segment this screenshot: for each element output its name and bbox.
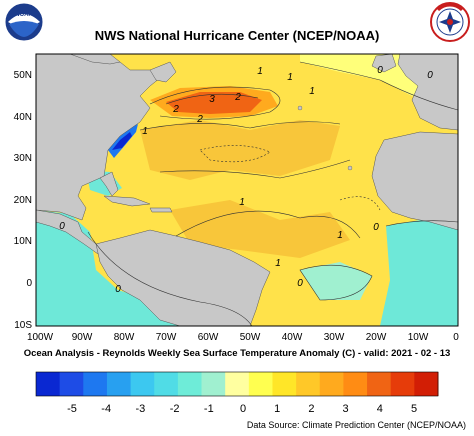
contour-label: 0 bbox=[373, 222, 379, 233]
contour-label: 1 bbox=[275, 258, 281, 269]
labrador-coast bbox=[69, 54, 121, 65]
lat-label: 10S bbox=[14, 320, 32, 331]
cuba bbox=[103, 195, 151, 207]
central-negative-patch bbox=[300, 262, 372, 300]
lon-label: 50W bbox=[240, 332, 261, 343]
lon-label: 0 bbox=[453, 332, 459, 343]
lat-label: 0 bbox=[26, 278, 32, 289]
contour-label: 0 bbox=[115, 284, 121, 295]
lon-label: 20W bbox=[366, 332, 387, 343]
contour-label: 3 bbox=[209, 94, 215, 105]
contour-label: 0 bbox=[427, 70, 433, 81]
contour-label: 0 bbox=[297, 278, 303, 289]
europe-landmass bbox=[397, 54, 458, 131]
south-america-landmass bbox=[95, 229, 271, 326]
florida bbox=[99, 171, 119, 197]
contour-label: 1 bbox=[337, 230, 343, 241]
lon-label: 40W bbox=[282, 332, 303, 343]
contour-label: 2 bbox=[234, 92, 241, 103]
contour-label: 0 bbox=[377, 65, 383, 76]
noaa-logo-text: NOAA bbox=[15, 12, 33, 18]
contour-label: 2 bbox=[172, 104, 179, 115]
lat-label: 30N bbox=[14, 153, 32, 164]
lon-label: 70W bbox=[156, 332, 177, 343]
chart-title: NWS National Hurricane Center (NCEP/NOAA… bbox=[94, 28, 380, 43]
contour-label: 1 bbox=[239, 197, 245, 208]
lat-label: 10N bbox=[14, 236, 32, 247]
central-warm-region bbox=[140, 120, 340, 180]
contour-label: 1 bbox=[309, 86, 315, 97]
north-america-landmass bbox=[36, 54, 161, 221]
lon-label: 100W bbox=[27, 332, 54, 343]
map-frame bbox=[35, 53, 459, 327]
contour-label: 0 bbox=[59, 221, 65, 232]
newfoundland bbox=[149, 61, 177, 83]
data-source-note: Data Source: Climate Prediction Center (… bbox=[246, 420, 466, 430]
africa-landmass bbox=[371, 131, 458, 231]
contour-label: 2 bbox=[196, 114, 203, 125]
contour-label: 1 bbox=[257, 66, 263, 77]
hatteras-cold-center bbox=[112, 132, 132, 150]
lon-label: 90W bbox=[72, 332, 93, 343]
contour-label: 1 bbox=[142, 126, 148, 137]
lat-label: 50N bbox=[14, 70, 32, 81]
tropical-warm-region bbox=[170, 200, 350, 258]
nws-logo-icon bbox=[430, 2, 470, 42]
lon-label: 10W bbox=[408, 332, 429, 343]
hispaniola bbox=[149, 207, 173, 213]
map-subtitle: Ocean Analysis - Reynolds Weekly Sea Sur… bbox=[23, 348, 451, 359]
lat-label: 40N bbox=[14, 112, 32, 123]
lon-label: 60W bbox=[198, 332, 219, 343]
contour-label: 1 bbox=[287, 72, 293, 83]
lat-label: 20N bbox=[14, 195, 32, 206]
lon-label: 30W bbox=[324, 332, 345, 343]
noaa-logo-icon: NOAA bbox=[4, 2, 44, 42]
contour-lines bbox=[87, 61, 458, 326]
lon-label: 80W bbox=[114, 332, 135, 343]
east-negative-region bbox=[380, 220, 458, 326]
